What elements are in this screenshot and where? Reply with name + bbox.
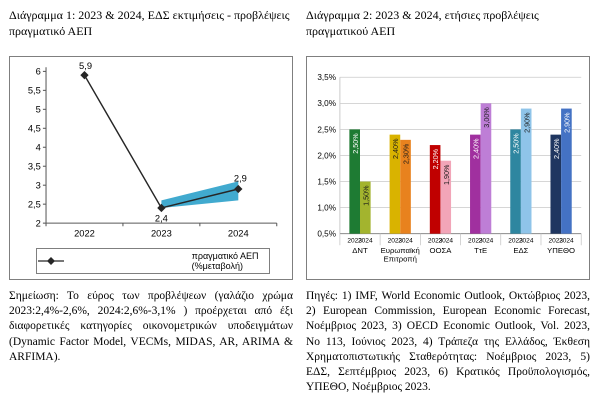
category-label: ΕΔΣ <box>513 246 528 255</box>
bar-label: 1,50% <box>361 185 370 206</box>
bar-label: 2,90% <box>562 112 571 133</box>
y-tick-label: 2 <box>36 218 41 228</box>
year-label: 2023 <box>347 237 362 244</box>
chart2-sources: Πηγές: 1) IMF, World Economic Outlook, Ο… <box>306 290 590 394</box>
year-label: 2023 <box>549 237 564 244</box>
bar-ΟΟΣΑ-2023 <box>429 145 441 234</box>
point-label: 5,9 <box>79 61 92 71</box>
forecast-band <box>161 181 239 208</box>
category-label: Ευρωπαϊκή <box>381 246 420 255</box>
chart2-column: Διάγραμμα 2: 2023 & 2024, ετήσιες προβλέ… <box>306 8 590 395</box>
chart2-title: Διάγραμμα 2: 2023 & 2024, ετήσιες προβλέ… <box>306 8 539 38</box>
bar-Ευρωπαϊκή Επιτροπή-2023 <box>389 134 401 234</box>
x-tick-label: 2024 <box>228 229 249 239</box>
bar-ΤτΕ-2023 <box>470 134 481 234</box>
category-label: Επιτροπή <box>384 255 417 264</box>
year-label: 2024 <box>358 237 373 244</box>
y-tick-label: 3 <box>36 180 41 190</box>
legend-marker-icon <box>38 257 64 265</box>
point-label: 2,9 <box>234 174 247 184</box>
y-tick-label: 2,5% <box>317 125 336 134</box>
chart1-box: 2 2,5 3 3,5 4 4,5 5 5,5 6 2022 2023 2024 5,9 2,4 2,9 π… <box>9 56 293 280</box>
bar-ΔΝΤ-2023 <box>349 129 360 234</box>
bar-ΟΟΣΑ-2024 <box>440 160 452 234</box>
chart1-title: Διάγραμμα 1: 2023 & 2024, ΕΔΣ εκτιμήσεις… <box>9 8 290 38</box>
bar-ΕΔΣ-2024 <box>520 108 532 234</box>
bar-label: 1,90% <box>442 164 451 185</box>
bar-label: 2,50% <box>351 133 360 154</box>
bar-ΤτΕ-2024 <box>480 103 492 234</box>
bar-ΔΝΤ-2024 <box>359 181 371 234</box>
year-label: 2024 <box>479 237 494 244</box>
line-chart: 2 2,5 3 3,5 4 4,5 5 5,5 6 2022 2023 2024 5,9 2,4 2,9 <box>28 61 278 239</box>
year-label: 2024 <box>559 237 574 244</box>
year-label: 2023 <box>508 237 523 244</box>
category-label: ΟΟΣΑ <box>429 246 452 255</box>
y-tick-label: 5 <box>36 104 41 114</box>
bar-label: 2,40% <box>552 138 561 159</box>
y-tick-label: 0,5% <box>317 230 336 239</box>
bar-label: 3,00% <box>482 107 491 128</box>
bar-ΕΔΣ-2023 <box>510 129 521 234</box>
y-tick-label: 4 <box>36 142 41 152</box>
bar-chart: 0,5% 1,0% 1,5% 2,0% 2,5% 3,0% 3,5% 2,50% 2023 1,5… <box>317 73 582 264</box>
y-tick-label: 1,5% <box>317 177 336 186</box>
bar-label: 2,90% <box>522 112 531 133</box>
bar-label: 2,40% <box>391 138 400 159</box>
y-tick-label: 6 <box>36 67 41 77</box>
y-tick-label: 2,5 <box>28 199 41 209</box>
diamond-marker <box>234 184 243 194</box>
category-label: ΔΝΤ <box>352 246 368 255</box>
y-tick-label: 5,5 <box>28 85 41 95</box>
chart1-legend: πραγματικό ΑΕΠ (%μεταβολή) <box>36 248 270 274</box>
bar-label: 2,50% <box>512 133 521 154</box>
category-label: ΤτΕ <box>474 246 487 255</box>
bar-ΥΠΕΘΟ-2024 <box>561 108 572 234</box>
diamond-marker <box>80 71 89 80</box>
year-label: 2024 <box>519 237 534 244</box>
y-tick-label: 1,0% <box>317 204 336 213</box>
y-tick-label: 3,5% <box>317 73 336 82</box>
bar-ΥΠΕΘΟ-2023 <box>550 134 562 234</box>
y-tick-label: 3,5 <box>28 161 41 171</box>
x-tick-label: 2022 <box>74 229 95 239</box>
bar-label: 2,40% <box>471 138 480 159</box>
chart2-box: 0,5% 1,0% 1,5% 2,0% 2,5% 3,0% 3,5% 2,50% 2023 1,5… <box>306 56 590 280</box>
chart1-column: Διάγραμμα 1: 2023 & 2024, ΕΔΣ εκτιμήσεις… <box>9 8 293 395</box>
category-label: ΥΠΕΘΟ <box>547 246 575 255</box>
year-label: 2023 <box>428 237 443 244</box>
bar-label: 2,30% <box>402 143 411 164</box>
chart1-note: Σημείωση: Το εύρος των προβλέψεων (γαλάζ… <box>9 290 293 363</box>
year-label: 2023 <box>388 237 403 244</box>
year-label: 2024 <box>398 237 413 244</box>
y-tick-label: 4,5 <box>28 123 41 133</box>
y-tick-label: 3,0% <box>317 99 336 108</box>
year-label: 2024 <box>438 237 453 244</box>
x-tick-label: 2023 <box>151 229 172 239</box>
legend-label: πραγματικό ΑΕΠ (%μεταβολή) <box>191 251 259 271</box>
bar-Ευρωπαϊκή Επιτροπή-2024 <box>400 139 411 234</box>
y-tick-label: 2,0% <box>317 151 336 160</box>
point-label: 2,4 <box>155 213 168 223</box>
bar-label: 2,20% <box>431 148 440 169</box>
year-label: 2023 <box>468 237 483 244</box>
